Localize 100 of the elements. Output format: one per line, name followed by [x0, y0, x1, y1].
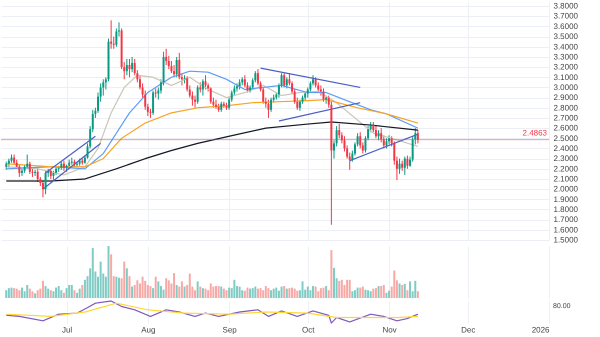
bar: [359, 288, 362, 298]
bar: [58, 286, 60, 298]
bar: [362, 286, 364, 298]
bar: [309, 290, 312, 298]
y-tick-label: 2.0000: [554, 184, 579, 194]
candlestick: [194, 95, 196, 108]
candlestick: [378, 130, 380, 141]
bar: [196, 281, 199, 298]
bar: [118, 278, 120, 298]
bar: [188, 274, 191, 298]
bar: [249, 288, 252, 298]
candlestick: [154, 88, 157, 98]
bar: [367, 290, 370, 298]
candlestick: [401, 160, 404, 172]
bar: [157, 281, 160, 298]
bar: [270, 290, 272, 298]
candlestick: [304, 91, 306, 102]
bar: [215, 286, 218, 298]
x-tick-label: Jul: [62, 326, 72, 334]
y-tick-label: 2.8000: [554, 103, 579, 112]
candlestick: [42, 180, 44, 198]
y-tick-label: 2.9000: [554, 93, 579, 102]
candlestick: [110, 20, 112, 50]
y-tick-label: 2.7000: [554, 113, 579, 122]
bar: [406, 290, 408, 298]
bar: [260, 288, 262, 298]
ref-line-label: 2.4863: [522, 128, 548, 138]
bar: [372, 288, 374, 298]
bar: [314, 286, 317, 298]
bar: [218, 286, 220, 298]
bar: [244, 290, 246, 298]
bar: [131, 286, 134, 298]
candlestick: [317, 82, 320, 92]
bar: [272, 288, 275, 298]
y-tick-label: 1.8000: [554, 204, 579, 214]
y-tick-label: 2.4000: [554, 144, 579, 153]
bar: [199, 286, 202, 298]
bar: [210, 283, 212, 298]
candlestick: [238, 78, 241, 90]
bar: [194, 290, 196, 298]
bar: [398, 283, 401, 298]
bar: [168, 280, 170, 298]
bar: [302, 281, 304, 298]
candlestick: [196, 84, 199, 104]
bar: [378, 286, 380, 298]
candlestick: [220, 101, 222, 112]
bar: [280, 286, 283, 298]
bar: [291, 288, 294, 298]
x-tick-label: Sep: [222, 326, 238, 334]
bar: [228, 288, 230, 298]
bar: [18, 290, 20, 298]
bar: [330, 250, 332, 298]
bar: [346, 280, 348, 298]
bar: [338, 280, 340, 298]
bar: [275, 288, 278, 298]
bar: [382, 285, 385, 298]
bar: [322, 288, 325, 298]
candlestick: [385, 138, 388, 149]
bar: [262, 290, 264, 298]
bar: [52, 291, 54, 298]
bar: [296, 290, 298, 298]
bar: [294, 288, 296, 298]
candlestick: [199, 82, 202, 94]
bar: [136, 280, 138, 298]
bar: [414, 280, 416, 298]
bar: [220, 286, 222, 298]
bar: [20, 288, 23, 298]
candlestick: [173, 64, 176, 78]
bar: [246, 288, 248, 298]
bar: [152, 288, 154, 298]
bar: [267, 288, 270, 298]
candlestick: [322, 88, 325, 102]
bar: [115, 276, 118, 298]
candlestick: [52, 170, 54, 180]
candlestick: [36, 167, 39, 183]
bar: [13, 288, 16, 298]
bar: [204, 288, 207, 298]
bar: [146, 285, 149, 298]
y-tick-label: 3.2000: [554, 62, 579, 72]
y-tick-label: 2.2000: [554, 164, 579, 174]
candlestick: [50, 169, 52, 180]
bar: [212, 286, 214, 298]
bar: [283, 286, 286, 298]
y-tick-label: 1.9000: [554, 194, 579, 204]
bar: [225, 290, 228, 298]
bar: [306, 286, 309, 298]
bar: [34, 293, 36, 298]
y-tick-label: 2.3000: [554, 154, 579, 164]
candlestick: [8, 158, 10, 168]
bar: [44, 286, 47, 298]
bar: [238, 286, 241, 298]
bar: [286, 288, 288, 298]
candlestick: [165, 48, 168, 66]
bar: [256, 288, 259, 298]
bar: [370, 291, 372, 298]
candlestick: [416, 130, 419, 144]
candlestick: [202, 78, 204, 96]
candlestick: [283, 72, 286, 88]
bar: [409, 281, 412, 298]
bar: [202, 288, 204, 298]
